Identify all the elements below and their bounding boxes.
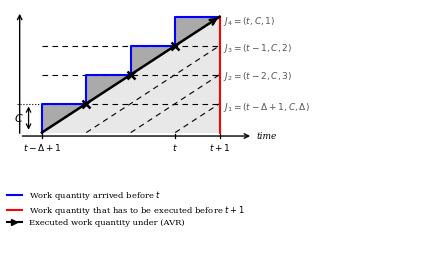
Text: $t$: $t$ (172, 142, 178, 153)
Legend: Work quantity arrived before $t$, Work quantity that has to be executed before $: Work quantity arrived before $t$, Work q… (7, 189, 244, 228)
Text: $J_3 = (t-1, C, 2)$: $J_3 = (t-1, C, 2)$ (223, 42, 292, 55)
Polygon shape (131, 46, 175, 75)
Polygon shape (86, 75, 131, 104)
Text: $t+1$: $t+1$ (209, 142, 230, 153)
Text: $t-\Delta+1$: $t-\Delta+1$ (23, 142, 61, 153)
Text: $C$: $C$ (14, 112, 24, 124)
Polygon shape (42, 104, 86, 133)
Text: time: time (256, 132, 276, 141)
Text: $J_4 = (t, C, 1)$: $J_4 = (t, C, 1)$ (223, 15, 276, 28)
Text: $J_2 = (t-2, C, 3)$: $J_2 = (t-2, C, 3)$ (223, 70, 292, 83)
Polygon shape (175, 17, 220, 46)
Text: $J_1 = (t-\Delta+1, C, \Delta)$: $J_1 = (t-\Delta+1, C, \Delta)$ (223, 101, 310, 114)
